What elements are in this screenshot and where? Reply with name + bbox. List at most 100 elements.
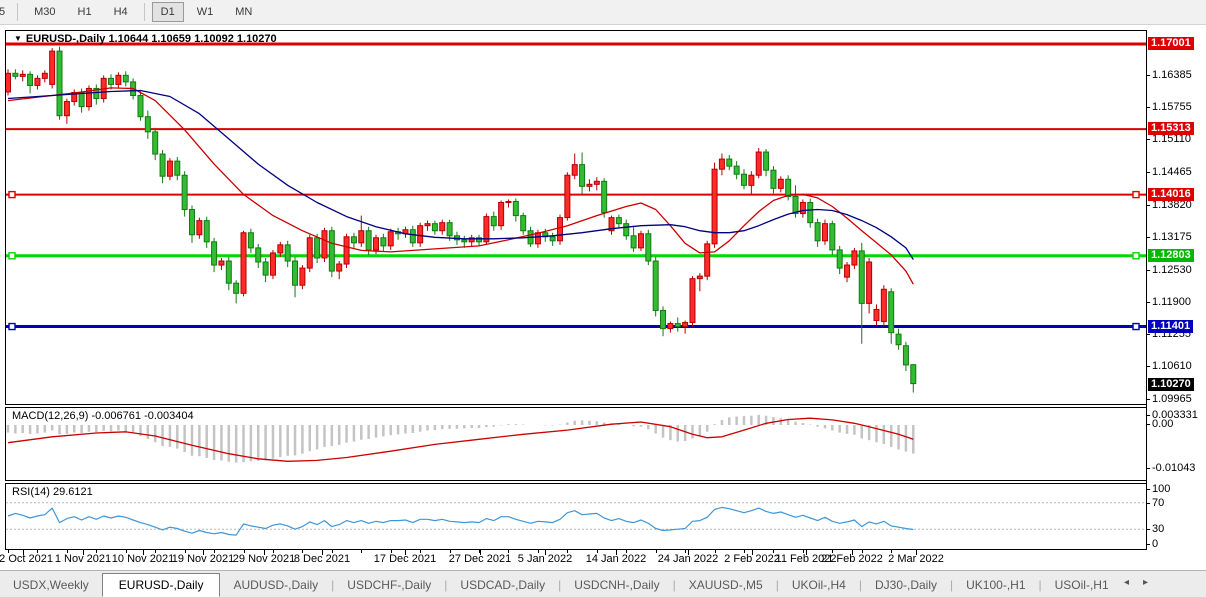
candle (763, 151, 770, 171)
tab-audusd-daily[interactable]: AUDUSD-,Daily (233, 577, 319, 592)
candle (910, 364, 917, 385)
tab-separator: | (1038, 577, 1042, 592)
minor-tick (66, 550, 68, 553)
timeframe-button-h1[interactable]: H1 (77, 6, 92, 18)
candle (785, 178, 792, 197)
timeframe-button-h4[interactable]: H4 (113, 6, 128, 18)
tab-uk100-h1[interactable]: UK100-,H1 (966, 577, 1026, 592)
date-tick (752, 550, 753, 555)
candle (483, 216, 490, 243)
date-tick (852, 550, 853, 555)
date-label: 22 Oct 2021 (0, 553, 53, 565)
tab-separator: | (672, 577, 676, 592)
tab-eurusd-daily[interactable]: EURUSD-,Daily (101, 573, 221, 597)
candle (152, 131, 159, 155)
candle (417, 225, 424, 244)
moving-average-fast-line (7, 87, 914, 285)
chart-title-text: EURUSD-,Daily 1.10644 1.10659 1.10092 1.… (25, 33, 277, 45)
candle (652, 260, 659, 311)
tab-separator: | (558, 577, 562, 592)
rsi-chart[interactable] (6, 484, 1146, 549)
candle (579, 164, 586, 187)
candle (78, 91, 85, 108)
minor-tick (714, 550, 716, 553)
tab-scroll-left-icon[interactable]: ◂ (1123, 577, 1143, 588)
candle (63, 101, 70, 117)
candle (218, 260, 225, 266)
rsi-axis-label: 70 (1152, 497, 1165, 509)
macd-signal-line (7, 417, 914, 462)
timeframe-button-w1[interactable]: W1 (196, 6, 214, 18)
price-axis-label: 1.16385 (1152, 69, 1192, 81)
timeframe-button-5[interactable]: 5 (0, 6, 6, 18)
tab-ukoil-h4[interactable]: UKOil-,H4 (791, 577, 846, 592)
minor-tick (214, 550, 216, 553)
main-chart-panel[interactable]: ▼ EURUSD-,Daily 1.10644 1.10659 1.10092 1… (5, 30, 1147, 405)
tab-usdcnh-daily[interactable]: USDCNH-,Daily (574, 577, 660, 592)
line-handle[interactable] (8, 252, 16, 260)
candle (284, 244, 291, 262)
line-handle[interactable] (1132, 252, 1140, 260)
minor-tick (96, 550, 98, 553)
candle (19, 73, 26, 77)
minor-tick (8, 550, 9, 553)
candle (211, 241, 218, 266)
timeframe-button-d1[interactable]: D1 (151, 2, 184, 22)
candle (858, 250, 865, 304)
macd-indicator-panel[interactable]: MACD(12,26,9) -0.006761 -0.003404 (5, 407, 1147, 481)
candle (880, 288, 887, 323)
candle (196, 220, 203, 236)
macd-chart[interactable] (6, 408, 1146, 480)
price-axis-label: 1.15755 (1152, 101, 1192, 113)
candle (203, 220, 210, 243)
price-badge: 1.12803 (1148, 249, 1194, 262)
candlestick-chart[interactable] (6, 31, 1146, 404)
axis-tick (1146, 205, 1150, 206)
symbol-tab-bar: USDX,Weekly EURUSD-,Daily AUDUSD-,Daily | US… (0, 570, 1206, 597)
date-tick (545, 550, 546, 555)
candle (549, 236, 556, 242)
candle (807, 201, 814, 224)
candle (623, 223, 630, 237)
axis-tick (1146, 503, 1150, 504)
candle (748, 174, 755, 186)
line-handle[interactable] (8, 190, 16, 199)
candle (902, 345, 909, 366)
minor-tick (243, 550, 245, 553)
candle (343, 236, 350, 265)
candle (505, 200, 512, 203)
date-tick (806, 550, 807, 555)
candle (181, 174, 188, 211)
axis-tick (1146, 302, 1150, 303)
candle (630, 235, 637, 249)
tab-usdchf-daily[interactable]: USDCHF-,Daily (347, 577, 432, 592)
axis-tick (1146, 424, 1150, 425)
candle (755, 151, 762, 176)
tab-dj30-daily[interactable]: DJ30-,Daily (874, 577, 937, 592)
candle (674, 323, 681, 328)
tab-scroll-right-icon[interactable]: ▸ (1142, 577, 1162, 588)
line-handle[interactable] (1132, 322, 1140, 331)
tab-usdcad-daily[interactable]: USDCAD-,Daily (460, 577, 546, 592)
timeframe-button-m30[interactable]: M30 (34, 6, 56, 18)
minor-tick (655, 550, 657, 553)
minor-tick (773, 550, 775, 553)
candle (895, 333, 902, 346)
candle (660, 309, 667, 330)
line-handle[interactable] (8, 322, 16, 331)
line-handle[interactable] (1132, 190, 1140, 199)
minor-tick (802, 550, 804, 553)
axis-tick (1146, 399, 1150, 400)
tab-xauusd-m5[interactable]: XAUUSD-,M5 (688, 577, 763, 592)
minor-tick (626, 550, 628, 553)
candle (240, 232, 247, 294)
candle (336, 263, 343, 272)
timeframe-button-mn[interactable]: MN (235, 6, 253, 18)
candle (608, 217, 615, 232)
tab-usoil-h1[interactable]: USOil-,H1 (1054, 577, 1109, 592)
tab-usdx-weekly[interactable]: USDX,Weekly (13, 577, 89, 592)
date-tick (143, 550, 144, 555)
candle (299, 267, 306, 286)
rsi-indicator-panel[interactable]: RSI(14) 29.6121 (5, 483, 1147, 550)
